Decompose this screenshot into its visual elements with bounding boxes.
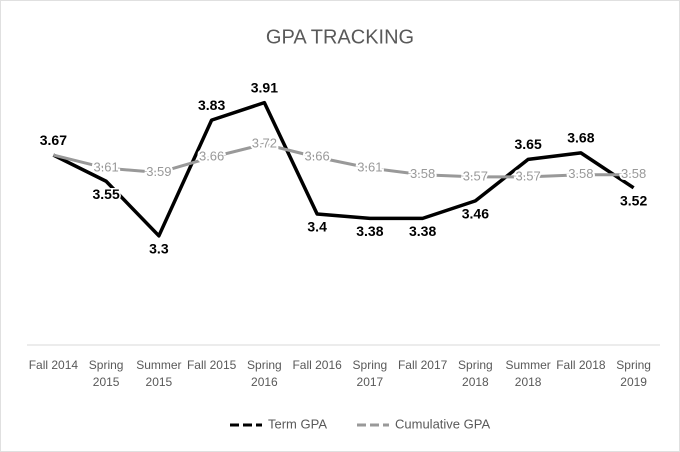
x-tick-label: Spring 2015 [88,358,124,389]
x-tick-label: Spring 2017 [352,358,388,389]
data-label: 3.38 [356,223,383,239]
data-label: 3.83 [198,97,225,113]
series-line [52,100,635,238]
data-label: 3.61 [93,160,118,175]
data-label: 3.38 [409,223,436,239]
data-label: 3.91 [251,79,278,95]
data-label: 3.59 [146,164,171,179]
x-tick-label: Summer 2015 [136,358,182,389]
data-label: 3.65 [515,136,542,152]
x-tick-label: Summer 2018 [505,358,551,389]
data-label: 3.66 [199,149,224,164]
legend-label: Term GPA [268,416,327,431]
data-label: 3.57 [515,168,540,183]
chart-title: GPA TRACKING [266,26,414,48]
data-label: 3.3 [149,241,169,257]
x-tick-label: Spring 2016 [247,358,282,389]
series-line [53,142,634,179]
data-label: 3.68 [567,130,594,146]
x-tick-label: Spring 2019 [616,358,651,389]
data-label: 3.52 [620,193,647,209]
data-label: 3.61 [357,160,382,175]
data-label: 3.66 [304,149,329,164]
x-tick-label: Fall 2018 [556,358,606,372]
data-label: 3.58 [568,166,593,181]
data-label: 3.57 [463,168,488,183]
x-tick-label: Fall 2017 [397,358,448,372]
legend-label: Cumulative GPA [395,416,490,431]
x-tick-label: Spring 2018 [458,358,493,389]
data-label: 3.46 [462,206,489,222]
data-label: 3.58 [410,166,435,181]
data-label: 3.58 [621,166,646,181]
x-tick-label: Fall 2016 [292,358,342,372]
x-tick-label: Fall 2014 [28,358,79,372]
data-label: 3.4 [307,219,327,235]
data-label: 3.72 [252,136,277,151]
data-label: 3.55 [93,186,120,202]
x-tick-label: Fall 2015 [186,358,237,372]
data-label: 3.67 [40,132,67,148]
